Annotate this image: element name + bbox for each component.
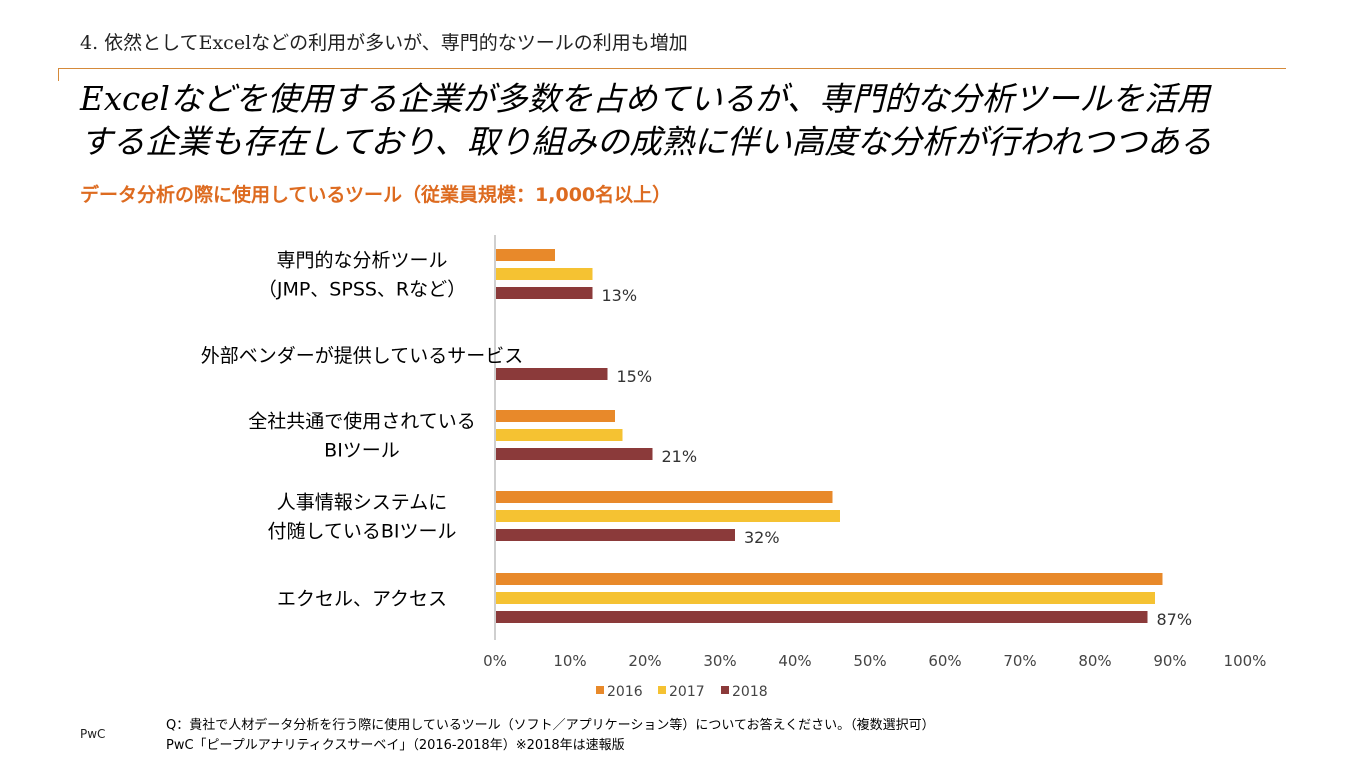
category-label-3-1: 付随しているBIツール: [267, 521, 456, 543]
category-label-4-0: エクセル、アクセス: [277, 588, 447, 610]
bar-2018-4: [496, 611, 1148, 623]
bar-2016-2: [496, 410, 615, 422]
bar-2017-3: [496, 510, 840, 522]
x-tick-label-6: 60%: [928, 652, 961, 670]
footer-brand: PwC: [80, 727, 106, 741]
bar-2017-4: [496, 592, 1155, 604]
legend-swatch-2018: [721, 686, 729, 694]
category-label-3-0: 人事情報システムに: [277, 492, 447, 514]
x-tick-label-7: 70%: [1003, 652, 1036, 670]
data-label-4: 87%: [1157, 610, 1193, 629]
bar-2017-2: [496, 429, 623, 441]
x-tick-label-2: 20%: [628, 652, 661, 670]
x-tick-label-0: 0%: [483, 652, 507, 670]
x-tick-label-10: 100%: [1224, 652, 1267, 670]
x-tick-label-3: 30%: [703, 652, 736, 670]
headline-line-1: Excelなどを使用する企業が多数を占めているが、専門的な分析ツールを活用: [80, 80, 1210, 118]
header-rule: [58, 68, 1286, 69]
category-label-0-1: （JMP、SPSS、Rなど）: [258, 279, 466, 301]
headline: Excelなどを使用する企業が多数を占めているが、専門的な分析ツールを活用 する…: [80, 78, 1310, 164]
x-tick-label-1: 10%: [553, 652, 586, 670]
legend-label-2017: 2017: [669, 684, 705, 700]
bar-2016-0: [496, 249, 555, 261]
headline-line-2: する企業も存在しており、取り組みの成熟に伴い高度な分析が行われつつある: [80, 123, 1212, 161]
survey-question: Q：貴社で人材データ分析を行う際に使用しているツール（ソフト／アプリケーション等…: [166, 718, 935, 733]
bar-2016-3: [496, 491, 833, 503]
bar-2018-1: [496, 368, 608, 380]
category-label-2-1: BIツール: [324, 440, 400, 462]
data-label-1: 15%: [617, 367, 653, 386]
x-tick-label-8: 80%: [1078, 652, 1111, 670]
bar-2018-0: [496, 287, 593, 299]
section-title: 4. 依然としてExcelなどの利用が多いが、専門的なツールの利用も増加: [80, 32, 688, 54]
category-label-0-0: 専門的な分析ツール: [276, 250, 447, 272]
legend-swatch-2017: [658, 686, 666, 694]
bar-2017-0: [496, 268, 593, 280]
data-label-2: 21%: [662, 447, 698, 466]
x-tick-label-4: 40%: [778, 652, 811, 670]
x-tick-label-9: 90%: [1153, 652, 1186, 670]
x-tick-label-5: 50%: [853, 652, 886, 670]
bar-2018-3: [496, 529, 735, 541]
legend-label-2016: 2016: [607, 684, 643, 700]
chart-subtitle: データ分析の際に使用しているツール（従業員規模：1,000名以上）: [80, 184, 672, 206]
category-label-1-0: 外部ベンダーが提供しているサービス: [201, 345, 523, 367]
legend-swatch-2016: [596, 686, 604, 694]
category-label-2-0: 全社共通で使用されている: [248, 411, 475, 433]
data-label-0: 13%: [602, 286, 638, 305]
bar-2016-4: [496, 573, 1163, 585]
survey-source: PwC「ピープルアナリティクスサーベイ」（2016-2018年）※2018年は速…: [166, 738, 625, 753]
legend-label-2018: 2018: [732, 684, 768, 700]
bar-2018-2: [496, 448, 653, 460]
header-rule-tick: [58, 68, 59, 81]
data-label-3: 32%: [744, 528, 780, 547]
